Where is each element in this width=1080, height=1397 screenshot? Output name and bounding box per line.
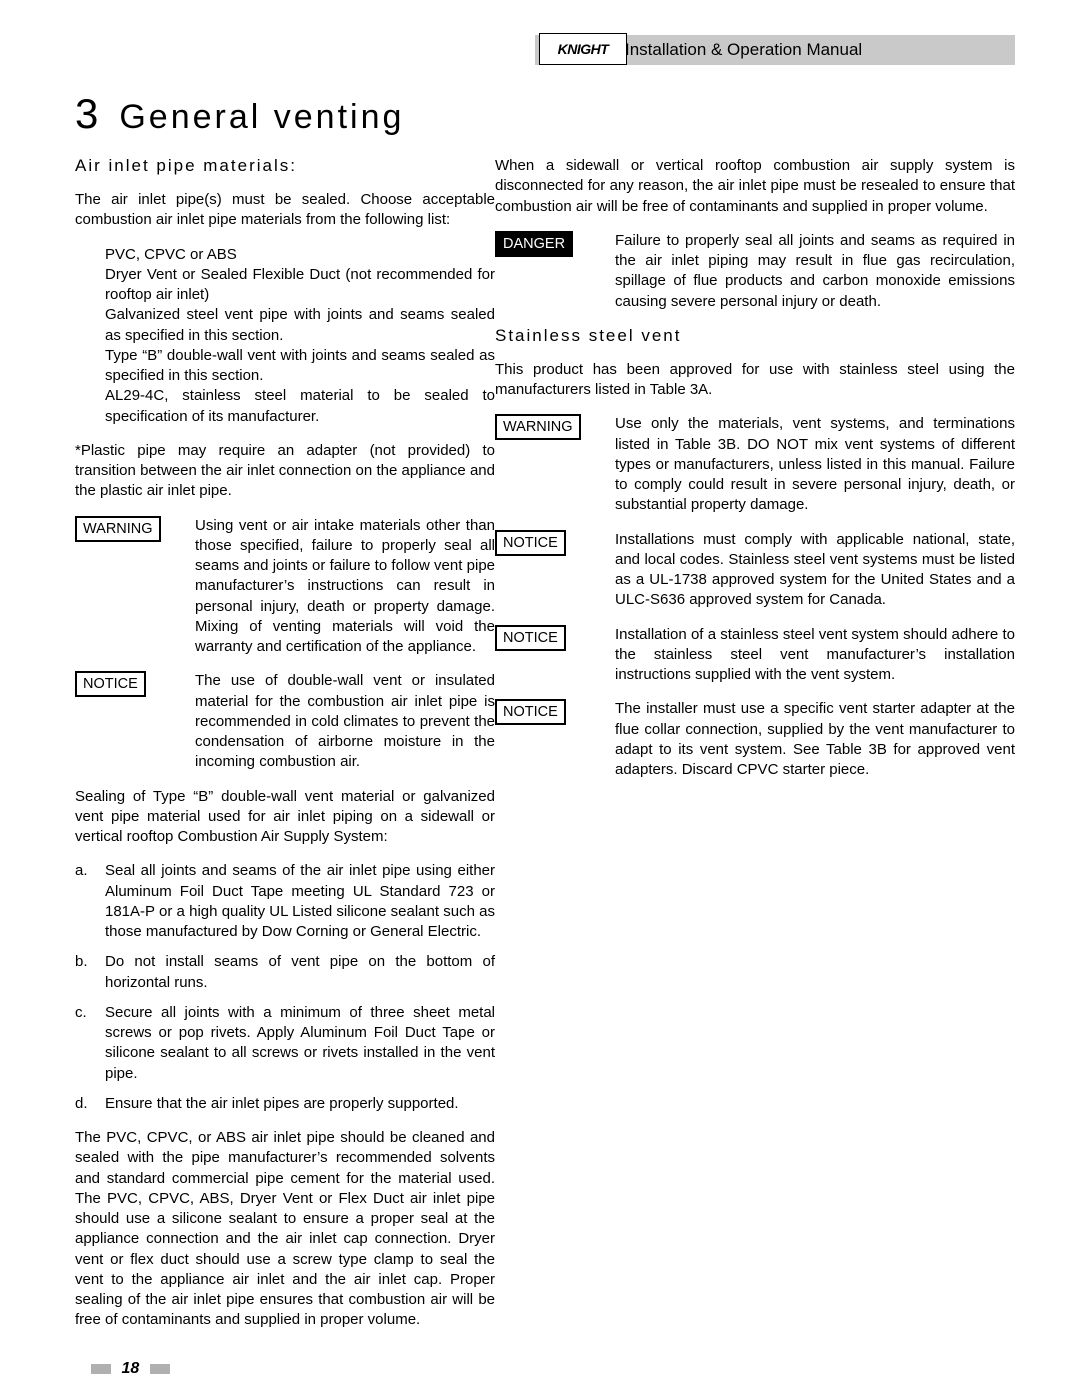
left-column: Air inlet pipe materials: The air inlet … [75, 156, 495, 1345]
brand-logo: KNIGHT [539, 33, 627, 65]
warning-text: Using vent or air intake materials other… [195, 516, 495, 658]
air-inlet-subhead: Air inlet pipe materials: [75, 156, 495, 176]
plastic-pipe-note: *Plastic pipe may require an adapter (no… [75, 441, 495, 502]
notice-callout: NOTICE The installer must use a specific… [495, 699, 1015, 780]
material-item: Galvanized steel vent pipe with joints a… [105, 305, 495, 346]
section-heading: 3 General venting [75, 90, 1015, 138]
notice-callout: NOTICE Installations must comply with ap… [495, 530, 1015, 611]
notice-label: NOTICE [495, 699, 566, 725]
materials-list: PVC, CPVC or ABS Dryer Vent or Sealed Fl… [105, 245, 495, 427]
warning-text: Use only the materials, vent systems, an… [615, 414, 1015, 515]
material-item: PVC, CPVC or ABS [105, 245, 495, 265]
sealing-steps-list: a.Seal all joints and seams of the air i… [75, 861, 495, 1114]
list-item: d.Ensure that the air inlet pipes are pr… [75, 1094, 495, 1114]
section-title-text: General venting [119, 98, 404, 136]
page-content: Installation & Operation Manual KNIGHT 3… [75, 35, 1015, 156]
section-number: 3 [75, 90, 101, 137]
warning-label: WARNING [75, 516, 161, 542]
notice-text: The use of double-wall vent or insulated… [195, 671, 495, 772]
notice-callout: NOTICE The use of double-wall vent or in… [75, 671, 495, 772]
danger-label: DANGER [495, 231, 573, 257]
warning-callout: WARNING Using vent or air intake materia… [75, 516, 495, 658]
notice-text: Installation of a stainless steel vent s… [615, 625, 1015, 686]
right-column: When a sidewall or vertical rooftop comb… [495, 156, 1015, 794]
stainless-subhead: Stainless steel vent [495, 326, 1015, 346]
list-item: c.Secure all joints with a minimum of th… [75, 1003, 495, 1084]
pvc-sealing-paragraph: The PVC, CPVC, or ABS air inlet pipe sho… [75, 1128, 495, 1331]
warning-callout: WARNING Use only the materials, vent sys… [495, 414, 1015, 515]
air-inlet-intro: The air inlet pipe(s) must be sealed. Ch… [75, 190, 495, 231]
sidewall-disconnect-paragraph: When a sidewall or vertical rooftop comb… [495, 156, 1015, 217]
brand-logo-text: KNIGHT [558, 41, 609, 57]
danger-text: Failure to properly seal all joints and … [615, 231, 1015, 312]
manual-title: Installation & Operation Manual [625, 40, 862, 60]
notice-text: Installations must comply with applicabl… [615, 530, 1015, 611]
notice-label: NOTICE [495, 530, 566, 556]
danger-callout: DANGER Failure to properly seal all join… [495, 231, 1015, 312]
list-item: b.Do not install seams of vent pipe on t… [75, 952, 495, 993]
material-item: AL29-4C, stainless steel material to be … [105, 386, 495, 427]
list-item: a.Seal all joints and seams of the air i… [75, 861, 495, 942]
notice-label: NOTICE [75, 671, 146, 697]
warning-label: WARNING [495, 414, 581, 440]
sealing-intro: Sealing of Type “B” double-wall vent mat… [75, 787, 495, 848]
notice-text: The installer must use a specific vent s… [615, 699, 1015, 780]
header-bar: Installation & Operation Manual KNIGHT [75, 35, 1015, 65]
stainless-intro: This product has been approved for use w… [495, 360, 1015, 401]
page-number: 18 [85, 1360, 176, 1378]
notice-callout: NOTICE Installation of a stainless steel… [495, 625, 1015, 686]
material-item: Type “B” double-wall vent with joints an… [105, 346, 495, 387]
material-item: Dryer Vent or Sealed Flexible Duct (not … [105, 265, 495, 306]
notice-label: NOTICE [495, 625, 566, 651]
